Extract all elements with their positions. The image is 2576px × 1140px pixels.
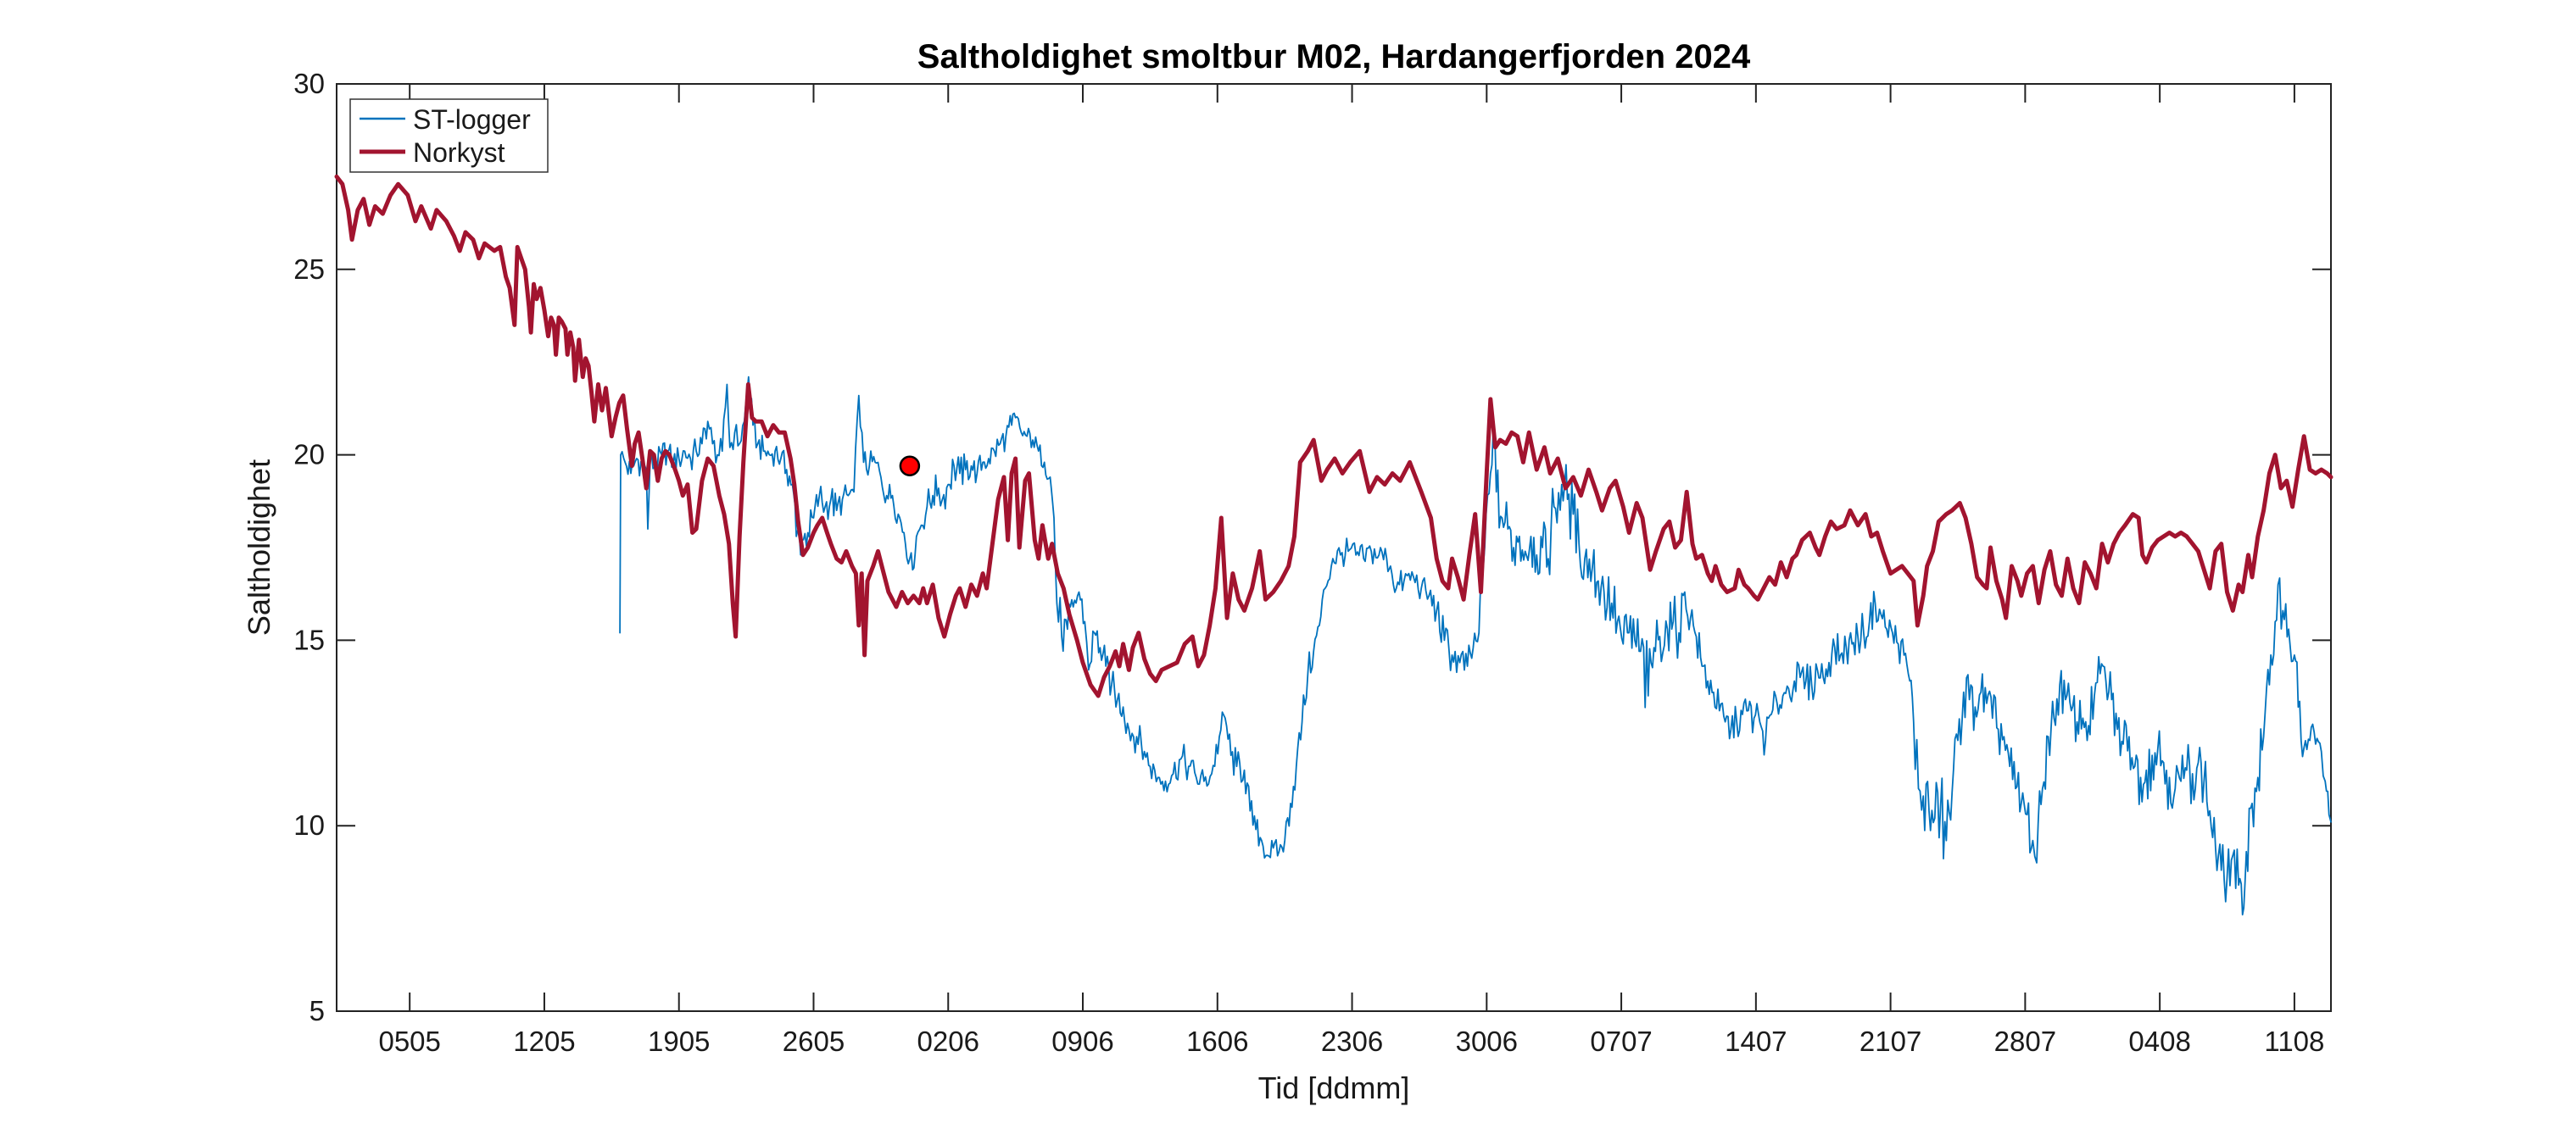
y-tick-label: 30 [293,68,325,99]
x-tick-label: 0906 [1051,1026,1113,1057]
plot-area [336,83,2332,1012]
chart-title: Saltholdighet smoltbur M02, Hardangerfjo… [917,38,1751,75]
series-st-logger-line [619,375,2332,916]
legend-item-st-logger: ST-logger [360,104,531,135]
x-tick-label: 2605 [783,1026,845,1057]
x-tick-label: 2306 [1321,1026,1383,1057]
y-tick-label: 15 [293,624,325,655]
x-tick-label: 0206 [917,1026,979,1057]
x-tick-label: 0408 [2128,1026,2190,1057]
legend-item-norkyst: Norkyst [360,137,505,168]
legend-box [349,98,549,173]
legend-label-st-logger: ST-logger [413,104,531,135]
y-axis-label: Saltholdighet [242,459,276,636]
data-series [334,174,2333,916]
axis-ticks [337,83,2331,1012]
x-tick-label: 3006 [1456,1026,1518,1057]
x-tick-label: 2807 [1994,1026,2056,1057]
x-tick-label: 0505 [378,1026,440,1057]
x-tick-label: 2107 [1860,1026,1921,1057]
x-tick-label: 1108 [2264,1026,2324,1057]
x-tick-label: 1407 [1725,1026,1787,1057]
y-tick-label: 5 [309,995,325,1026]
x-tick-label: 1205 [513,1026,575,1057]
y-tick-label: 20 [293,439,325,470]
y-tick-label: 25 [293,253,325,285]
x-tick-label: 0707 [1590,1026,1652,1057]
series-norkyst-line [334,174,2333,698]
x-tick-label: 1905 [648,1026,710,1057]
x-axis-tick-labels: 0505 1205 1905 2605 0206 0906 1606 2306 3006 0707… [378,1026,2324,1057]
legend-label-norkyst: Norkyst [413,137,505,168]
y-axis-tick-labels: 5 10 15 20 25 30 [293,68,325,1026]
event-marker-dot [899,455,921,476]
y-tick-label: 10 [293,809,325,841]
x-axis-label: Tid [ddmm] [1258,1070,1410,1105]
legend: ST-logger Norkyst [349,98,549,173]
x-tick-label: 1606 [1186,1026,1248,1057]
